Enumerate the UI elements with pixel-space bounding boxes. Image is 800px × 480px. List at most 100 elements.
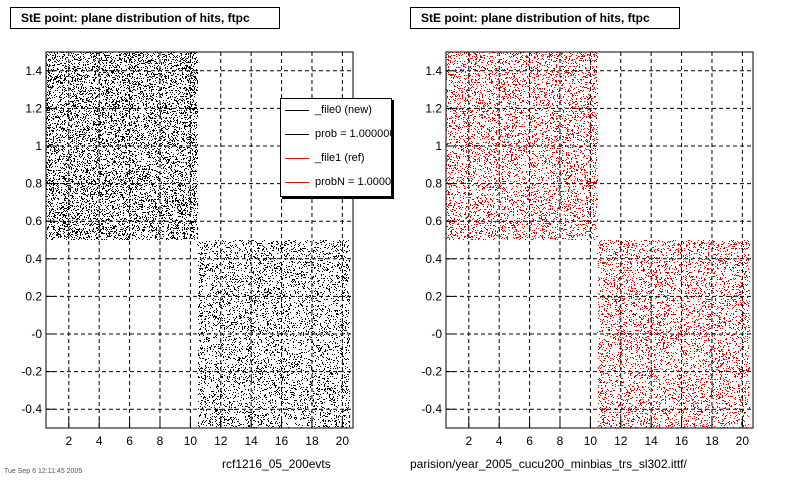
data-point bbox=[168, 215, 169, 216]
data-point bbox=[149, 71, 150, 72]
data-point bbox=[94, 154, 95, 155]
data-point bbox=[192, 72, 193, 73]
data-point bbox=[152, 153, 153, 154]
data-point bbox=[164, 108, 165, 109]
data-point bbox=[73, 130, 74, 131]
data-point bbox=[193, 157, 194, 158]
data-point bbox=[74, 155, 75, 156]
data-point bbox=[145, 150, 146, 151]
data-point bbox=[102, 109, 103, 110]
data-point bbox=[114, 232, 115, 233]
data-point bbox=[62, 121, 63, 122]
data-point bbox=[156, 164, 157, 165]
data-point bbox=[195, 137, 196, 138]
data-point bbox=[74, 124, 75, 125]
data-point bbox=[62, 150, 63, 151]
data-point bbox=[135, 199, 136, 200]
data-point bbox=[53, 170, 54, 171]
data-point bbox=[91, 156, 92, 157]
data-point bbox=[176, 78, 177, 79]
data-point bbox=[52, 142, 53, 143]
data-point bbox=[121, 97, 122, 98]
data-point bbox=[95, 60, 96, 61]
data-point bbox=[60, 76, 61, 77]
data-point bbox=[118, 142, 119, 143]
data-point bbox=[92, 230, 93, 231]
data-point bbox=[133, 137, 134, 138]
data-point bbox=[193, 110, 194, 111]
data-point bbox=[55, 55, 56, 56]
data-point bbox=[131, 91, 132, 92]
data-point bbox=[184, 209, 185, 210]
data-point bbox=[49, 110, 50, 111]
data-point bbox=[187, 119, 188, 120]
data-point bbox=[193, 229, 194, 230]
data-point bbox=[63, 177, 64, 178]
data-point bbox=[66, 61, 67, 62]
data-point bbox=[82, 125, 83, 126]
data-point bbox=[158, 55, 159, 56]
data-point bbox=[105, 80, 106, 81]
data-point bbox=[138, 60, 139, 61]
data-point bbox=[140, 113, 141, 114]
data-point bbox=[93, 151, 94, 152]
data-point bbox=[52, 195, 53, 196]
data-point bbox=[52, 238, 53, 239]
data-point bbox=[167, 153, 168, 154]
data-point bbox=[193, 156, 194, 157]
data-point bbox=[174, 182, 175, 183]
data-point bbox=[137, 64, 138, 65]
data-point bbox=[105, 81, 106, 82]
data-point bbox=[99, 231, 100, 232]
data-point bbox=[155, 63, 156, 64]
data-point bbox=[92, 183, 93, 184]
data-point bbox=[119, 231, 120, 232]
data-point bbox=[84, 165, 85, 166]
data-point bbox=[57, 104, 58, 105]
data-point bbox=[130, 97, 131, 98]
data-point bbox=[100, 199, 101, 200]
data-point bbox=[175, 171, 176, 172]
data-point bbox=[117, 69, 118, 70]
data-point bbox=[186, 134, 187, 135]
data-point bbox=[108, 198, 109, 199]
data-point bbox=[88, 218, 89, 219]
data-point bbox=[57, 60, 58, 61]
data-point bbox=[50, 86, 51, 87]
data-point bbox=[130, 137, 131, 138]
data-point bbox=[115, 226, 116, 227]
data-point bbox=[101, 173, 102, 174]
data-point bbox=[170, 84, 171, 85]
data-point bbox=[128, 111, 129, 112]
data-point bbox=[139, 169, 140, 170]
data-point bbox=[132, 200, 133, 201]
data-point bbox=[162, 152, 163, 153]
data-point bbox=[186, 205, 187, 206]
data-point bbox=[57, 84, 58, 85]
data-point bbox=[95, 58, 96, 59]
data-point bbox=[149, 102, 150, 103]
data-point bbox=[108, 223, 109, 224]
data-point bbox=[102, 214, 103, 215]
data-point bbox=[111, 159, 112, 160]
data-point bbox=[186, 122, 187, 123]
data-point bbox=[63, 154, 64, 155]
data-point bbox=[113, 113, 114, 114]
data-point bbox=[58, 183, 59, 184]
data-point bbox=[102, 233, 103, 234]
data-point bbox=[86, 170, 87, 171]
data-point bbox=[117, 98, 118, 99]
data-point bbox=[56, 147, 57, 148]
data-point bbox=[55, 155, 56, 156]
data-point bbox=[170, 118, 171, 119]
data-point bbox=[122, 136, 123, 137]
data-point bbox=[101, 229, 102, 230]
data-point bbox=[151, 136, 152, 137]
data-point bbox=[83, 87, 84, 88]
data-point bbox=[127, 113, 128, 114]
data-point bbox=[83, 237, 84, 238]
data-point bbox=[124, 61, 125, 62]
data-point bbox=[177, 136, 178, 137]
data-point bbox=[72, 96, 73, 97]
data-point bbox=[191, 202, 192, 203]
